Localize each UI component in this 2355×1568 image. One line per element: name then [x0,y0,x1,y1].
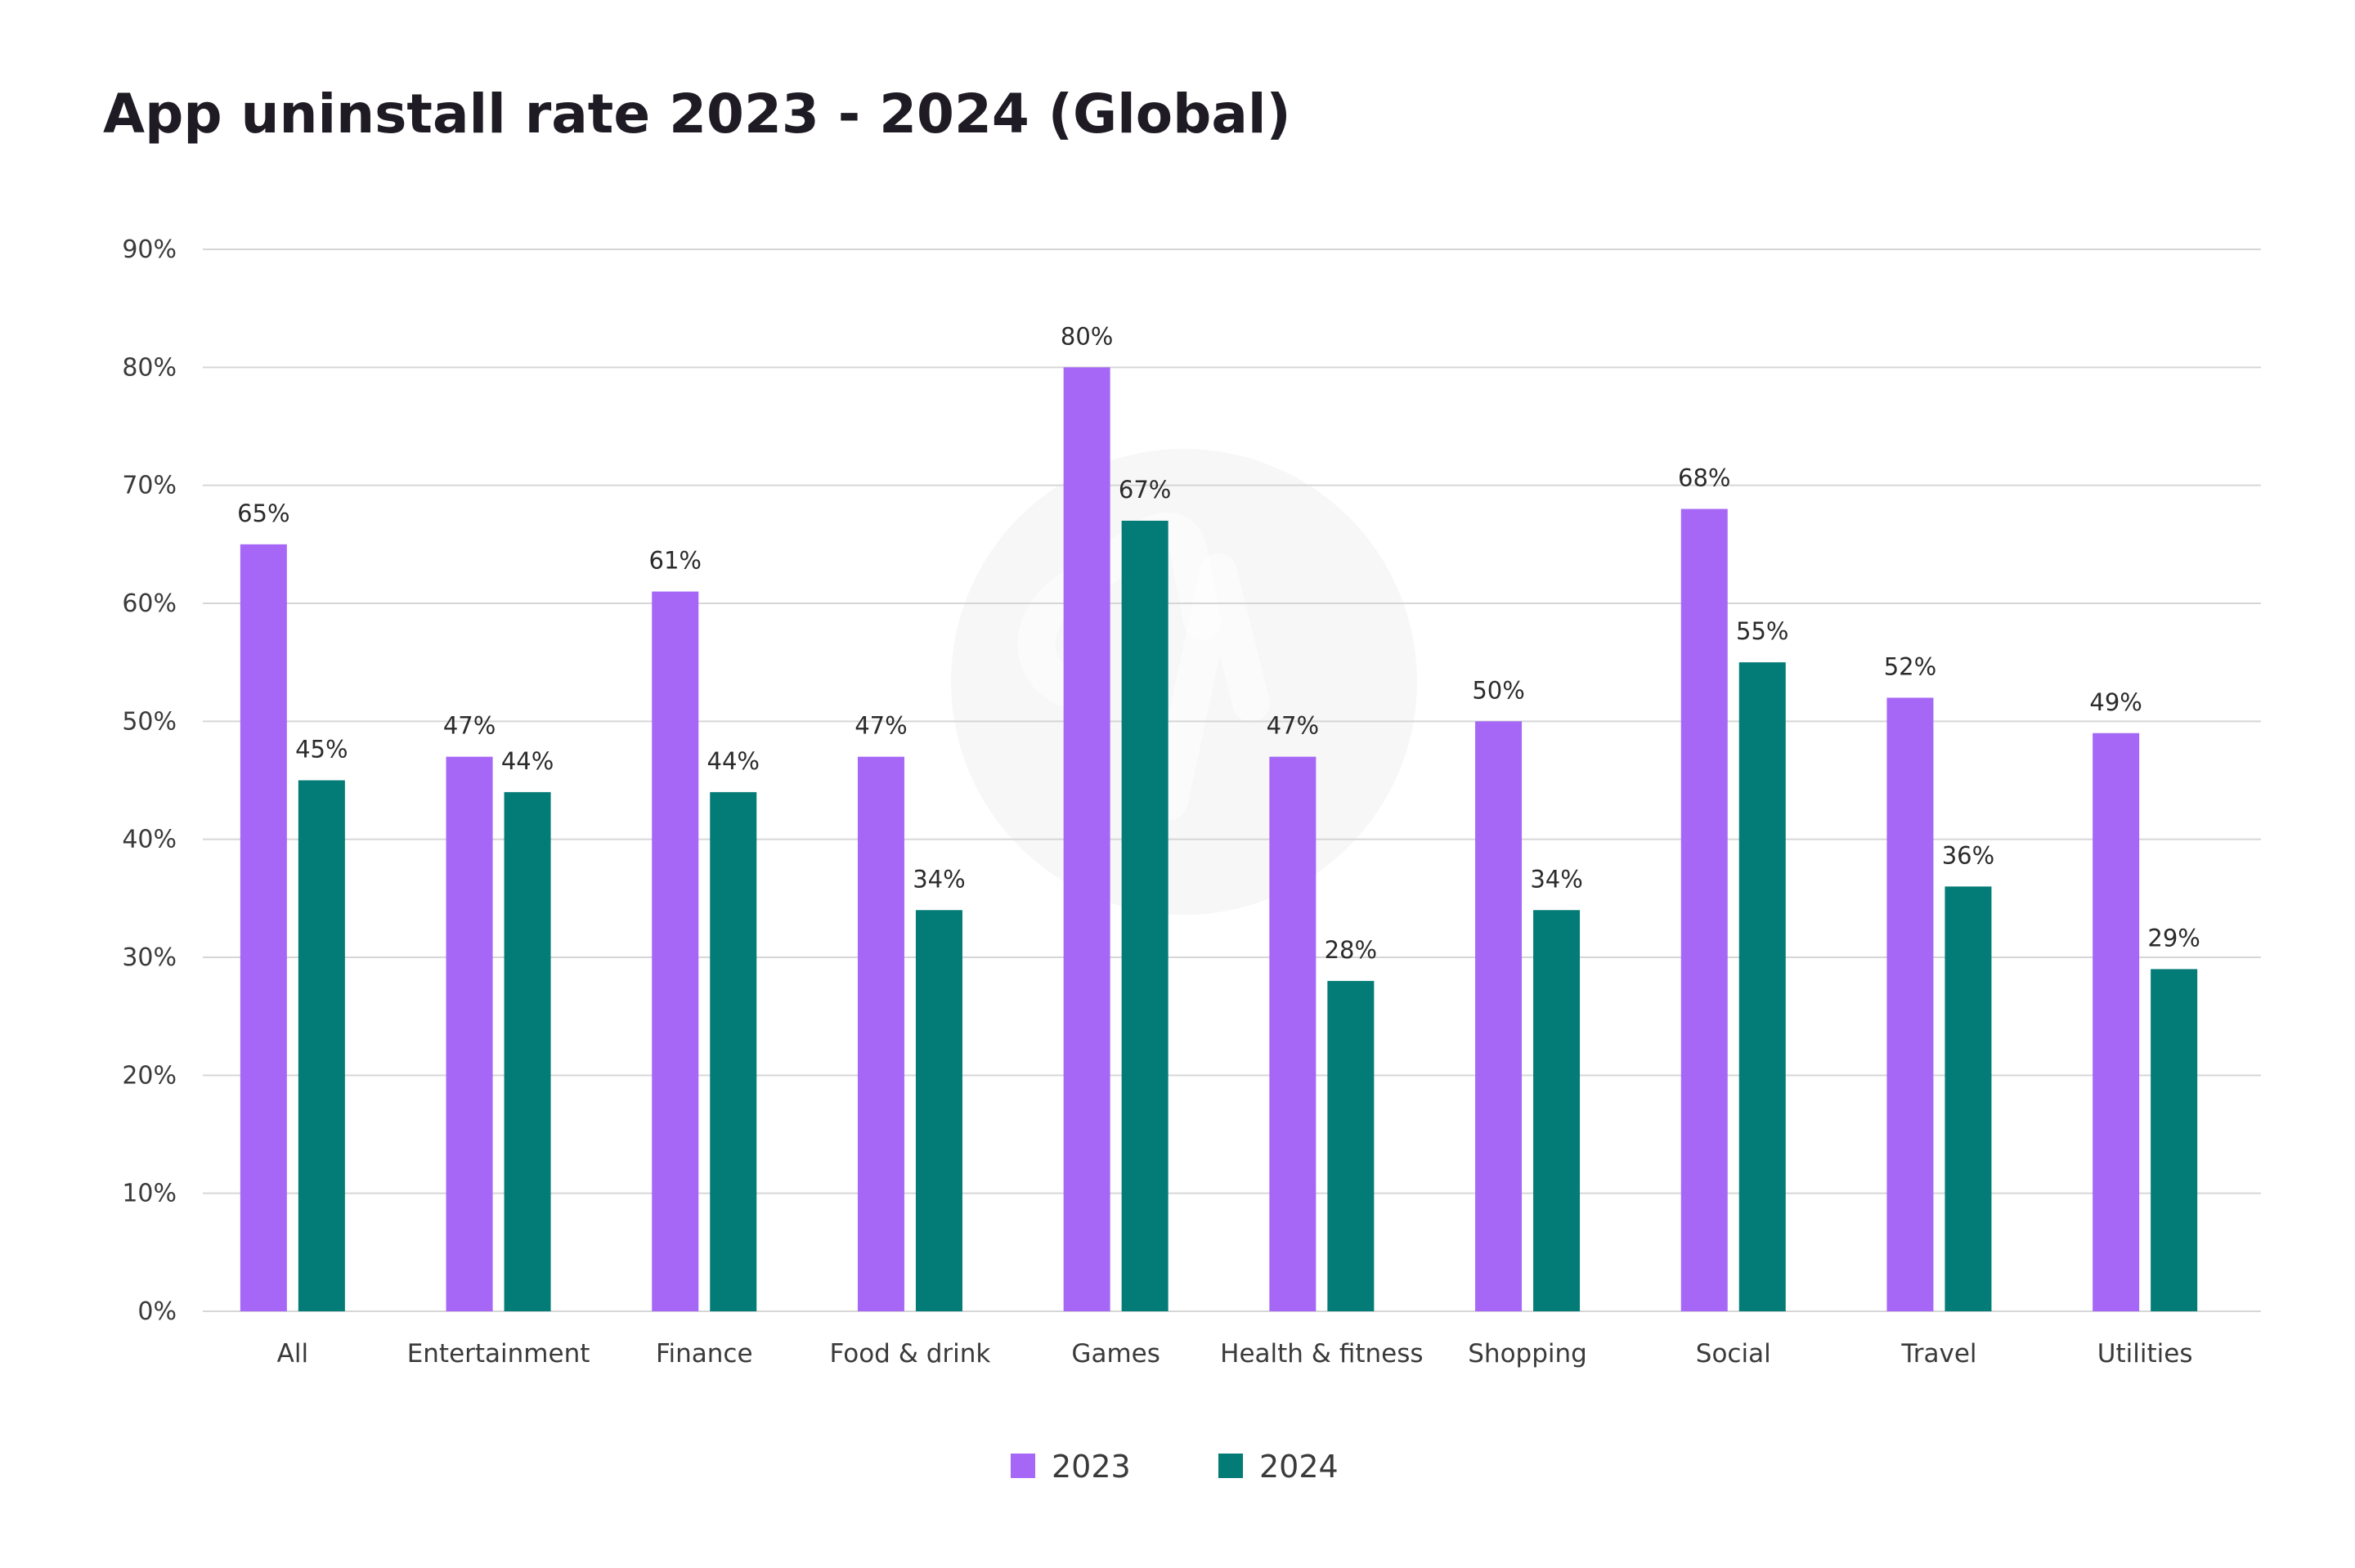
data-label-2024-4: 67% [1119,476,1171,504]
data-label-2023-1: 47% [443,712,496,740]
data-label-2023-9: 49% [2089,688,2142,716]
category-label: Finance [656,1339,753,1369]
bar-2024-4 [1121,520,1169,1311]
bar-2024-0 [298,780,345,1311]
bar-series [240,367,2198,1311]
chart-title: App uninstall rate 2023 - 2024 (Global) [103,83,1291,146]
bar-2023-3 [857,756,904,1311]
data-label-2023-2: 61% [649,547,702,575]
data-label-2024-8: 36% [1942,841,1994,869]
bar-2024-6 [1533,910,1581,1311]
legend-swatch-2023 [1011,1454,1035,1478]
bar-2024-1 [504,791,551,1311]
brand-logo-watermark-icon [951,449,1417,915]
bar-2024-7 [1738,662,1786,1311]
category-label: Travel [1900,1339,1976,1369]
bar-2024-5 [1327,980,1375,1311]
y-tick-label: 30% [122,943,177,972]
y-tick-label: 80% [122,353,177,382]
category-label: Social [1696,1339,1771,1369]
data-label-2024-5: 28% [1325,936,1377,964]
data-label-2024-2: 44% [707,747,760,775]
data-label-2024-3: 34% [913,865,965,893]
y-tick-label: 20% [122,1061,177,1090]
category-label: Entertainment [407,1339,590,1369]
data-label-2023-5: 47% [1267,712,1319,740]
data-label-2023-7: 68% [1678,464,1730,492]
data-label-2024-1: 44% [501,747,554,775]
bar-2024-2 [710,791,757,1311]
y-tick-label: 0% [137,1297,177,1326]
bar-2024-8 [1945,886,1992,1311]
category-label: Games [1071,1339,1160,1369]
data-label-2024-7: 55% [1736,617,1788,645]
y-axis-ticks: 0% 10% 20% 30% 40% 50% 60% 70% 80% 90% [122,235,177,1326]
y-tick-label: 70% [122,472,177,500]
data-label-2023-0: 65% [237,500,289,527]
bar-2024-3 [915,910,962,1311]
bar-2023-1 [446,756,493,1311]
y-tick-label: 50% [122,707,177,736]
y-tick-label: 40% [122,826,177,854]
category-label: Utilities [2097,1339,2193,1369]
legend-label-2024: 2024 [1259,1449,1339,1485]
data-label-2024-6: 34% [1530,865,1582,893]
bar-2023-6 [1475,721,1523,1311]
bar-2023-9 [2093,732,2140,1311]
x-axis-categories: All Entertainment Finance Food & drink Games… [277,1339,2193,1369]
data-labels: 65%45%47%44%61%44%47%34%80%67%47%28%50%3… [237,322,2200,964]
bar-2023-2 [652,591,699,1311]
bar-2023-4 [1063,367,1110,1311]
bar-2024-9 [2151,969,2198,1311]
category-label: Health & fitness [1220,1339,1423,1369]
legend: 2023 2024 [1011,1449,1339,1485]
y-tick-label: 10% [122,1180,177,1208]
data-label-2024-0: 45% [295,736,348,764]
data-label-2023-6: 50% [1472,676,1524,704]
y-tick-label: 60% [122,589,177,618]
data-label-2023-4: 80% [1061,322,1113,350]
category-label: All [277,1339,308,1369]
y-tick-label: 90% [122,235,177,264]
data-label-2023-8: 52% [1884,652,1936,680]
data-label-2023-3: 47% [855,712,907,740]
bar-2023-5 [1269,756,1317,1311]
category-label: Food & drink [830,1339,991,1369]
legend-label-2023: 2023 [1052,1449,1131,1485]
category-label: Shopping [1468,1339,1587,1369]
legend-swatch-2024 [1218,1454,1243,1478]
bar-2023-7 [1680,508,1728,1311]
bar-2023-8 [1886,697,1934,1311]
data-label-2024-9: 29% [2147,924,2200,952]
bar-2023-0 [240,544,287,1311]
